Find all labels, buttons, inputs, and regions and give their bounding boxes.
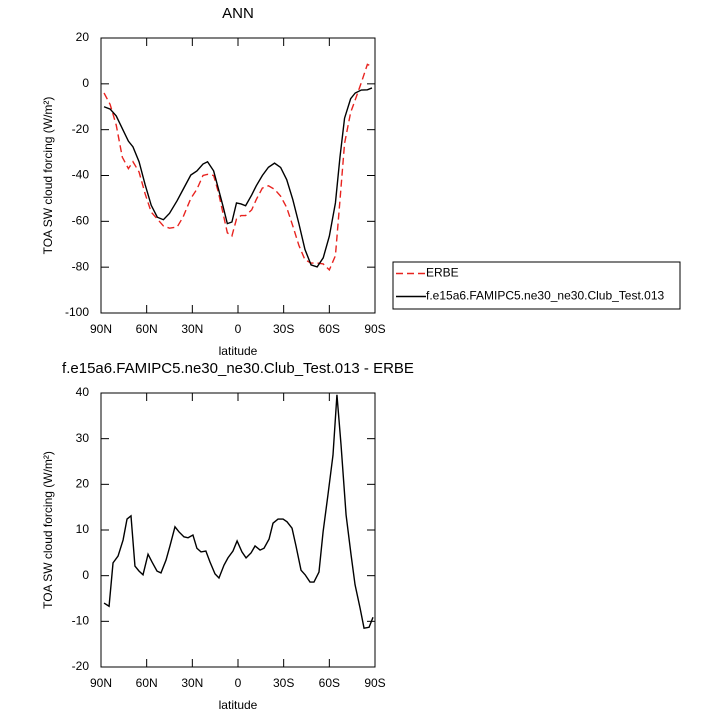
series-line [103, 394, 374, 629]
y-axis-label: TOA SW cloud forcing (W/m²) [41, 97, 55, 255]
y-tick-label: -60 [72, 214, 90, 228]
y-tick-label: -20 [72, 122, 90, 136]
legend-label: ERBE [426, 266, 459, 280]
y-axis-label: TOA SW cloud forcing (W/m²) [41, 451, 55, 609]
y-tick-label: -20 [72, 659, 90, 673]
x-tick-label: 90N [90, 322, 112, 336]
series-line [103, 63, 373, 272]
y-tick-label: 10 [76, 522, 90, 536]
x-tick-label: 30S [273, 322, 294, 336]
chart-title: ANN [222, 5, 254, 22]
y-tick-label: 20 [76, 30, 90, 44]
x-tick-label: 0 [235, 322, 242, 336]
plot-frame [100, 37, 376, 314]
x-tick-label: 60S [319, 322, 340, 336]
legend-label: f.e15a6.FAMIPC5.ne30_ne30.Club_Test.013 [426, 289, 664, 303]
y-tick-label: 0 [82, 568, 89, 582]
x-tick-label: 90S [364, 676, 385, 690]
x-tick-label: 60N [136, 676, 158, 690]
x-axis-label: latitude [219, 344, 258, 358]
legend-box [392, 261, 681, 310]
x-tick-label: 30S [273, 676, 294, 690]
x-tick-label: 60N [136, 322, 158, 336]
y-tick-label: 20 [76, 477, 90, 491]
plot-frame [100, 392, 376, 668]
x-tick-label: 90S [364, 322, 385, 336]
x-tick-label: 30N [181, 676, 203, 690]
y-tick-label: -10 [72, 614, 90, 628]
x-tick-label: 90N [90, 676, 112, 690]
y-tick-label: -100 [65, 305, 89, 319]
y-tick-label: 40 [76, 385, 90, 399]
series-line [103, 87, 373, 268]
x-tick-label: 60S [319, 676, 340, 690]
y-tick-label: 30 [76, 431, 90, 445]
y-tick-label: -40 [72, 168, 90, 182]
chart-title: f.e15a6.FAMIPC5.ne30_ne30.Club_Test.013 … [62, 360, 414, 377]
x-axis-label: latitude [219, 698, 258, 712]
x-tick-label: 30N [181, 322, 203, 336]
y-tick-label: -80 [72, 259, 90, 273]
x-tick-label: 0 [235, 676, 242, 690]
y-tick-label: 0 [82, 76, 89, 90]
